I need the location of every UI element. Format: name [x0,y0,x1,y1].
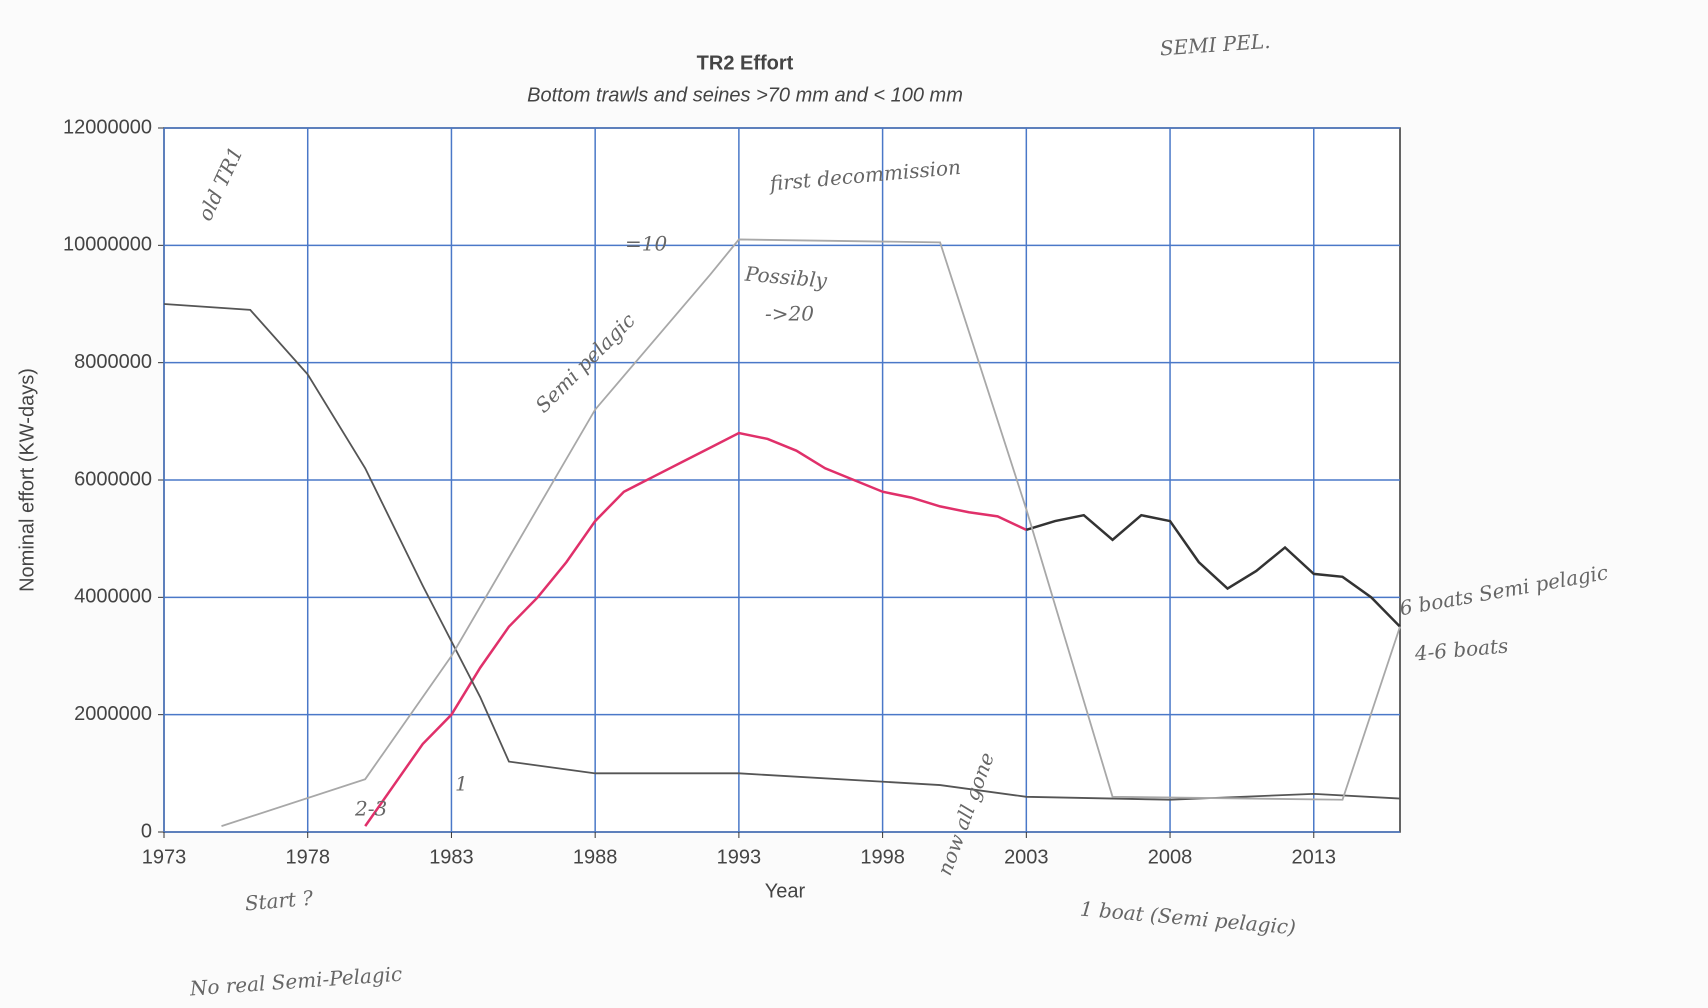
x-tick-label: 1983 [429,846,474,868]
data-line [163,303,1401,801]
handwritten-note: 1 [455,772,468,796]
y-axis-label: Nominal effort (KW-days) [16,368,38,592]
handwritten-note: ->20 [765,302,814,326]
data-line [221,238,1401,827]
y-tick-label: 6000000 [74,468,152,490]
chart-title: TR2 Effort [697,52,794,74]
data-line [1025,513,1401,628]
x-tick-label: 1978 [285,846,330,868]
y-tick-label: 12000000 [63,116,152,138]
y-tick-label: 2000000 [74,703,152,725]
y-tick-label: 10000000 [63,234,152,256]
y-tick-label: 0 [141,820,152,842]
y-tick-label: 4000000 [74,586,152,608]
handwritten-note: =10 [625,232,667,256]
handwritten-note: 2-3 [354,797,387,821]
x-tick-label: 1973 [142,846,187,868]
chart-subtitle: Bottom trawls and seines >70 mm and < 10… [527,84,963,106]
x-tick-label: 1993 [717,846,762,868]
handwritten-note: Start ? [244,886,314,916]
x-tick-label: 2003 [1004,846,1049,868]
x-axis-label: Year [765,880,806,902]
data-line [364,431,1027,827]
x-tick-label: 2013 [1292,846,1337,868]
y-tick-label: 8000000 [74,351,152,373]
x-tick-label: 1998 [860,846,905,868]
x-tick-label: 1988 [573,846,618,868]
x-tick-label: 2008 [1148,846,1193,868]
